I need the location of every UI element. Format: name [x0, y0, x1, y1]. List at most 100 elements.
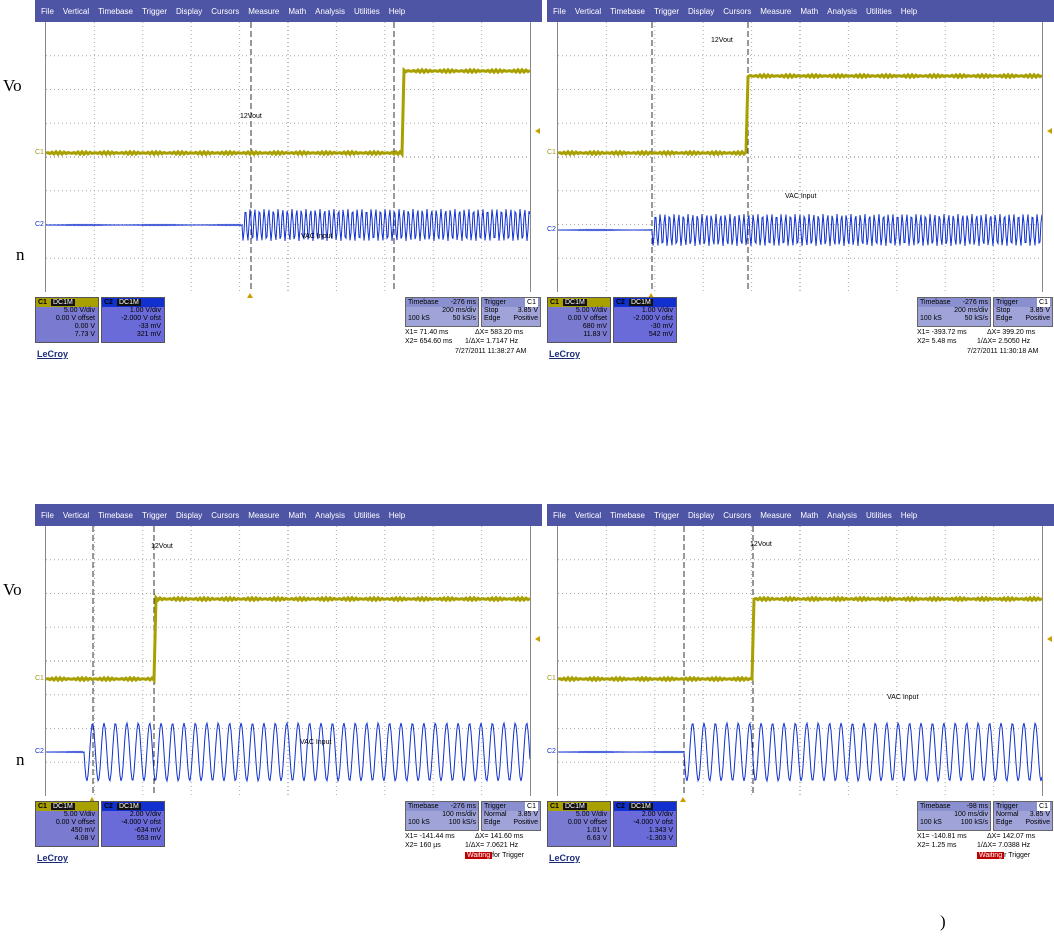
- page-label-vo-bottom: Vo: [3, 580, 22, 599]
- sample-count: 100 kS: [920, 819, 942, 826]
- ch2-descriptor-box[interactable]: C2 DC1M 2.00 V/div -4.000 V ofst 1.343 V -1.3…: [613, 801, 677, 847]
- menu-item-analysis[interactable]: Analysis: [827, 510, 857, 520]
- ch2-descriptor-box[interactable]: C2 DC1M 1.00 V/div -2.000 V ofst -30 mV 542 m…: [613, 297, 677, 343]
- menu-item-analysis[interactable]: Analysis: [315, 6, 345, 16]
- cursor-x2-readout: X2= 5.48 ms: [917, 338, 957, 345]
- timebase-box[interactable]: Timebase -276 ms 100 ms/div 100 kS 100 kS/s: [405, 801, 479, 831]
- menu-item-display[interactable]: Display: [688, 6, 715, 16]
- menu-item-measure[interactable]: Measure: [248, 6, 280, 16]
- trigger-level-arrow[interactable]: [1047, 128, 1052, 134]
- ch1-descriptor-box[interactable]: C1 DC1M 5.00 V/div 0.00 V offset 450 mV 4.08 …: [35, 801, 99, 847]
- ch2-ground-marker[interactable]: C2: [547, 226, 556, 233]
- menu-item-math[interactable]: Math: [800, 510, 819, 520]
- menu-item-file[interactable]: File: [41, 510, 54, 520]
- trigger-box[interactable]: Trigger C1 Stop 3.85 V Edge Positive: [481, 297, 541, 327]
- menu-item-vertical[interactable]: Vertical: [62, 510, 90, 520]
- menu-item-vertical[interactable]: Vertical: [62, 6, 90, 16]
- ch1-ground-marker[interactable]: C1: [35, 675, 44, 682]
- menu-item-vertical[interactable]: Vertical: [574, 510, 602, 520]
- trigger-mode: Stop: [484, 307, 499, 314]
- ch1-descriptor-box[interactable]: C1 DC1M 5.00 V/div 0.00 V offset 1.01 V 6.63 …: [547, 801, 611, 847]
- timestamp: 7/27/2011 11:30:18 AM: [967, 348, 1039, 355]
- menu-item-help[interactable]: Help: [900, 510, 918, 520]
- cursor-x1-readout: X1= -393.72 ms: [917, 329, 967, 336]
- ch1-ground-marker[interactable]: C1: [35, 149, 44, 156]
- trigger-level-arrow[interactable]: [535, 128, 540, 134]
- menu-item-display[interactable]: Display: [176, 6, 203, 16]
- ch2-ground-marker[interactable]: C2: [35, 221, 44, 228]
- trigger-box[interactable]: Trigger C1 Stop 3.85 V Edge Positive: [993, 297, 1053, 327]
- menu-item-math[interactable]: Math: [288, 6, 307, 16]
- page-label-n-top: n: [16, 245, 25, 264]
- menu-item-file[interactable]: File: [553, 510, 566, 520]
- timebase-box[interactable]: Timebase -98 ms 100 ms/div 100 kS 100 kS/s: [917, 801, 991, 831]
- trigger-title: Trigger: [996, 299, 1018, 306]
- menu-item-utilities[interactable]: Utilities: [865, 510, 892, 520]
- ch1-descriptor-box[interactable]: C1 DC1M 5.00 V/div 0.00 V offset 680 mV 11.83…: [547, 297, 611, 343]
- menu-item-trigger[interactable]: Trigger: [141, 510, 167, 520]
- waveform-display[interactable]: [45, 526, 531, 796]
- trigger-position-arrow[interactable]: [680, 797, 686, 802]
- ch2-descriptor-box[interactable]: C2 DC1M 1.00 V/div -2.000 V ofst -33 mV 321 m…: [101, 297, 165, 343]
- menu-item-analysis[interactable]: Analysis: [827, 6, 857, 16]
- waveform-svg: [46, 526, 530, 796]
- menu-item-display[interactable]: Display: [688, 510, 715, 520]
- ch2-ground-marker[interactable]: C2: [547, 748, 556, 755]
- menu-item-analysis[interactable]: Analysis: [315, 510, 345, 520]
- trigger-level-arrow[interactable]: [535, 636, 540, 642]
- menu-item-display[interactable]: Display: [176, 510, 203, 520]
- sample-count: 100 kS: [920, 315, 942, 322]
- trigger-row-2: Edge Positive: [482, 315, 540, 323]
- menu-item-measure[interactable]: Measure: [248, 510, 280, 520]
- menu-item-timebase[interactable]: Timebase: [98, 6, 133, 16]
- menu-item-math[interactable]: Math: [800, 6, 819, 16]
- cursor-dx-readout: ΔX= 142.07 ms: [987, 833, 1036, 840]
- menu-item-help[interactable]: Help: [388, 510, 406, 520]
- ch1-ground-marker[interactable]: C1: [547, 675, 556, 682]
- waveform-display[interactable]: [557, 526, 1043, 796]
- menu-item-utilities[interactable]: Utilities: [353, 510, 380, 520]
- trigger-box[interactable]: Trigger C1 Normal 3.85 V Edge Positive: [481, 801, 541, 831]
- ch1-l2: 11.83 V: [583, 331, 607, 338]
- trigger-level-arrow[interactable]: [1047, 636, 1052, 642]
- ch2-descriptor-header: C2 DC1M: [102, 802, 164, 811]
- menu-item-utilities[interactable]: Utilities: [865, 6, 892, 16]
- menu-item-timebase[interactable]: Timebase: [610, 510, 645, 520]
- ch2-descriptor-box[interactable]: C2 DC1M 2.00 V/div -4.000 V ofst -634 mV 553 …: [101, 801, 165, 847]
- menu-item-trigger[interactable]: Trigger: [141, 6, 167, 16]
- ch2-id: C2: [104, 803, 113, 810]
- menu-item-timebase[interactable]: Timebase: [610, 6, 645, 16]
- menu-item-help[interactable]: Help: [900, 6, 918, 16]
- waveform-display[interactable]: [557, 22, 1043, 292]
- menu-item-cursors[interactable]: Cursors: [723, 6, 752, 16]
- menu-item-measure[interactable]: Measure: [760, 6, 792, 16]
- menu-item-cursors[interactable]: Cursors: [211, 510, 240, 520]
- timebase-box[interactable]: Timebase -276 ms 200 ms/div 100 kS 50 kS/s: [405, 297, 479, 327]
- timebase-box[interactable]: Timebase -276 ms 200 ms/div 100 kS 50 kS/s: [917, 297, 991, 327]
- ch2-ground-marker[interactable]: C2: [35, 748, 44, 755]
- menu-item-vertical[interactable]: Vertical: [574, 6, 602, 16]
- menu-item-cursors[interactable]: Cursors: [211, 6, 240, 16]
- menu-item-trigger[interactable]: Trigger: [653, 6, 679, 16]
- menu-item-utilities[interactable]: Utilities: [353, 6, 380, 16]
- page-label-n-bottom: n: [16, 750, 25, 769]
- menu-item-cursors[interactable]: Cursors: [723, 510, 752, 520]
- menu-item-trigger[interactable]: Trigger: [653, 510, 679, 520]
- ch1-descriptor-box[interactable]: C1 DC1M 5.00 V/div 0.00 V offset 0.00 V 7.73 …: [35, 297, 99, 343]
- menu-item-math[interactable]: Math: [288, 510, 307, 520]
- menu-item-help[interactable]: Help: [388, 6, 406, 16]
- menu-item-file[interactable]: File: [41, 6, 54, 16]
- trigger-title: Trigger: [484, 803, 506, 810]
- menu-item-measure[interactable]: Measure: [760, 510, 792, 520]
- trigger-position-arrow[interactable]: [247, 293, 253, 298]
- waveform-display[interactable]: [45, 22, 531, 292]
- ch1-id: C1: [550, 299, 559, 306]
- trigger-position-arrow[interactable]: [648, 293, 654, 298]
- menu-item-file[interactable]: File: [553, 6, 566, 16]
- menu-item-timebase[interactable]: Timebase: [98, 510, 133, 520]
- trigger-row-1: Stop 3.85 V: [482, 307, 540, 315]
- trigger-box[interactable]: Trigger C1 Normal 3.85 V Edge Positive: [993, 801, 1053, 831]
- trigger-position-arrow[interactable]: [89, 797, 95, 802]
- ch1-ground-marker[interactable]: C1: [547, 149, 556, 156]
- ch1-coupling: DC1M: [562, 299, 587, 306]
